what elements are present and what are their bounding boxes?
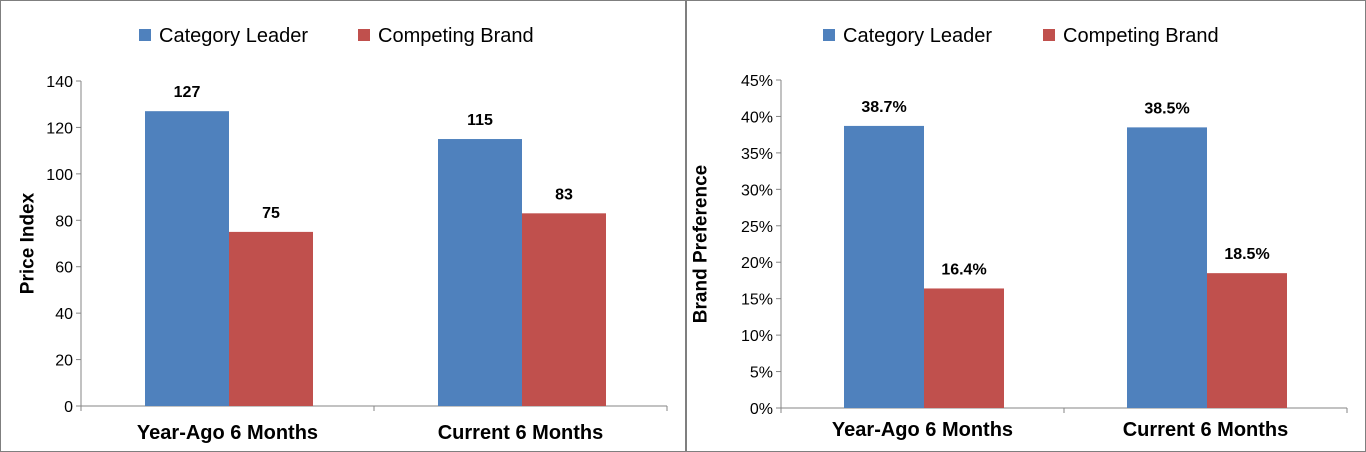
- bar-competing-brand-year-ago-6-months: [229, 231, 313, 406]
- y-tick-label: 45%: [741, 73, 773, 90]
- legend-label-competing-brand: Competing Brand: [1063, 25, 1219, 47]
- y-tick-label: 80: [55, 213, 73, 230]
- y-tick-label: 15%: [741, 292, 773, 309]
- bar-category-leader-year-ago-6-months: [145, 111, 229, 406]
- legend-label-category-leader: Category Leader: [159, 25, 308, 47]
- bar-category-leader-current-6-months: [1127, 127, 1207, 408]
- x-category-label: Current 6 Months: [438, 422, 604, 444]
- bar-competing-brand-year-ago-6-months: [924, 288, 1004, 408]
- price-index-chart-panel: Category Leader Competing Brand Price Inde…: [0, 0, 686, 452]
- legend-swatch-competing-brand: [358, 29, 370, 41]
- data-label-competing-brand-year-ago-6-months: 16.4%: [941, 261, 986, 278]
- y-tick-label: 120: [46, 120, 73, 137]
- y-tick-label: 20%: [741, 255, 773, 272]
- data-label-category-leader-current-6-months: 38.5%: [1144, 100, 1189, 117]
- y-tick-label: 60: [55, 260, 73, 277]
- legend-swatch-category-leader: [823, 29, 835, 41]
- y-tick-label: 25%: [741, 219, 773, 236]
- y-axis-title: Price Index: [18, 192, 39, 294]
- y-tick-label: 100: [46, 167, 73, 184]
- legend-swatch-competing-brand: [1043, 29, 1055, 41]
- y-tick-label: 40: [55, 306, 73, 323]
- data-label-competing-brand-current-6-months: 83: [555, 186, 573, 203]
- data-label-competing-brand-year-ago-6-months: 75: [262, 205, 280, 222]
- y-tick-label: 40%: [741, 109, 773, 126]
- legend-label-competing-brand: Competing Brand: [378, 25, 534, 47]
- bar-competing-brand-current-6-months: [1207, 273, 1287, 408]
- bar-category-leader-year-ago-6-months: [844, 125, 924, 409]
- y-tick-label: 35%: [741, 146, 773, 163]
- price-index-chart: Category Leader Competing Brand Price Inde…: [18, 25, 668, 444]
- y-tick-label: 140: [46, 74, 73, 91]
- x-category-label: Year-Ago 6 Months: [137, 422, 318, 444]
- bar-category-leader-current-6-months: [438, 139, 522, 407]
- data-label-category-leader-current-6-months: 115: [467, 112, 493, 129]
- data-label-competing-brand-current-6-months: 18.5%: [1224, 246, 1269, 263]
- brand-preference-chart-panel: Category Leader Competing Brand Brand Pref…: [686, 0, 1366, 452]
- y-tick-label: 5%: [750, 365, 773, 382]
- y-tick-label: 0%: [750, 401, 773, 418]
- y-tick-label: 10%: [741, 328, 773, 345]
- bar-competing-brand-current-6-months: [522, 213, 606, 406]
- y-tick-label: 20: [55, 353, 73, 370]
- data-label-category-leader-year-ago-6-months: 38.7%: [861, 99, 906, 116]
- data-label-category-leader-year-ago-6-months: 127: [174, 84, 201, 101]
- y-axis-title: Brand Preference: [691, 165, 712, 323]
- brand-preference-chart: Category Leader Competing Brand Brand Pref…: [691, 25, 1348, 441]
- legend-swatch-category-leader: [139, 29, 151, 41]
- y-tick-label: 0: [64, 399, 73, 416]
- x-category-label: Year-Ago 6 Months: [832, 419, 1013, 441]
- y-tick-label: 30%: [741, 182, 773, 199]
- x-category-label: Current 6 Months: [1123, 419, 1289, 441]
- legend-label-category-leader: Category Leader: [843, 25, 992, 47]
